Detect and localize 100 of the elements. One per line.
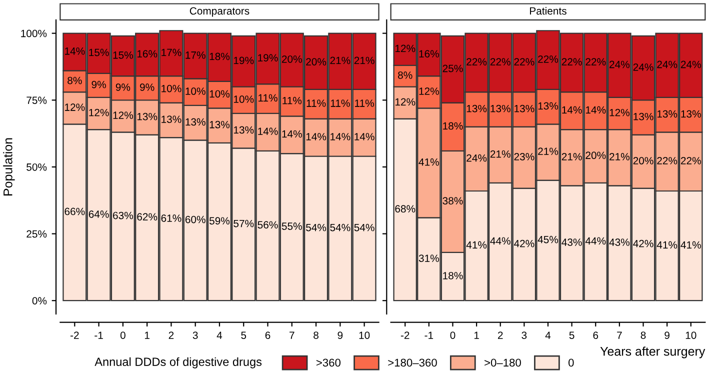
x-tick-label: 3 <box>192 332 198 339</box>
data-label: 13% <box>466 104 487 112</box>
data-label: 44% <box>490 237 510 245</box>
data-label: 14% <box>65 47 85 55</box>
data-label: 16% <box>137 50 158 58</box>
x-tick-label: 0 <box>450 332 456 339</box>
data-label: 13% <box>538 102 558 110</box>
data-label: 12% <box>65 104 85 111</box>
y-tick-label: 25% <box>26 230 47 238</box>
x-tick-label: 6 <box>265 332 270 339</box>
data-label: 10% <box>162 84 182 92</box>
data-label: 63% <box>113 212 133 220</box>
data-label: 44% <box>585 237 606 245</box>
data-label: 56% <box>258 221 278 229</box>
data-label: 55% <box>282 222 302 230</box>
x-tick-label: 5 <box>241 332 246 339</box>
data-label: 14% <box>306 133 326 140</box>
data-label: 41% <box>418 158 439 166</box>
x-tick-label: 7 <box>617 332 622 339</box>
x-tick-label: -2 <box>70 332 79 339</box>
x-tick-label: 4 <box>545 332 551 339</box>
x-tick-label: 8 <box>314 332 318 339</box>
data-label: 20% <box>306 58 326 66</box>
data-label: 59% <box>209 217 230 225</box>
x-tick-label: 8 <box>640 332 646 339</box>
data-label: 60% <box>185 216 206 224</box>
data-label: 68% <box>395 205 416 213</box>
data-label: 21% <box>562 153 582 160</box>
data-label: 54% <box>306 224 326 232</box>
data-label: 18% <box>443 272 463 280</box>
data-label: 20% <box>282 55 302 63</box>
x-tick-label: 10 <box>359 332 370 339</box>
data-label: 21% <box>610 153 630 160</box>
data-label: 43% <box>609 238 630 246</box>
data-label: 41% <box>656 241 678 249</box>
data-label: 24% <box>680 60 701 68</box>
data-label: 8% <box>68 76 82 84</box>
legend-label: 0 <box>568 358 574 367</box>
data-label: 17% <box>186 51 206 59</box>
data-label: 22% <box>466 58 487 66</box>
data-label: 24% <box>633 63 654 71</box>
data-label: 10% <box>210 90 230 98</box>
data-label: 41% <box>466 241 487 249</box>
data-label: 20% <box>633 157 654 164</box>
data-label: 22% <box>538 55 558 63</box>
y-tick-label: 0% <box>32 297 47 304</box>
data-label: 42% <box>514 240 534 248</box>
data-label: 12% <box>89 108 109 116</box>
data-label: 17% <box>162 48 182 56</box>
data-label: 9% <box>116 84 130 91</box>
data-label: 61% <box>161 214 182 222</box>
y-axis-title: Population <box>3 138 15 196</box>
data-label: 24% <box>610 60 630 68</box>
data-label: 12% <box>113 112 133 119</box>
data-label: 13% <box>137 112 158 120</box>
x-tick-label: -1 <box>94 332 103 339</box>
x-tick-label: 9 <box>664 332 670 339</box>
data-label: 14% <box>586 106 606 114</box>
legend-title: Annual DDDs of digestive drugs <box>94 357 262 368</box>
data-label: 21% <box>538 148 558 155</box>
data-label: 14% <box>330 133 350 140</box>
legend-label: >360 <box>316 358 341 367</box>
data-label: 54% <box>354 224 374 232</box>
data-label: 16% <box>419 50 439 58</box>
data-label: 10% <box>234 96 254 103</box>
data-label: 15% <box>113 51 133 59</box>
data-label: 12% <box>395 44 416 52</box>
x-tick-label: 6 <box>593 332 598 339</box>
data-label: 14% <box>258 128 278 135</box>
data-label: 11% <box>258 94 278 102</box>
data-label: 24% <box>657 60 678 68</box>
data-label: 10% <box>186 88 206 95</box>
data-label: 11% <box>330 100 350 107</box>
data-label: 12% <box>419 88 439 95</box>
data-label: 21% <box>490 150 510 158</box>
x-tick-label: 9 <box>338 332 343 339</box>
x-tick-label: 7 <box>290 332 294 339</box>
data-label: 19% <box>258 54 278 62</box>
y-tick-label: 50% <box>26 163 47 171</box>
x-tick-label: 1 <box>144 332 150 339</box>
data-label: 31% <box>418 254 439 262</box>
data-label: 18% <box>443 122 463 130</box>
data-label: 45% <box>538 236 558 244</box>
x-tick-label: 10 <box>686 332 696 339</box>
x-tick-label: -2 <box>400 332 410 339</box>
y-tick-label: 100% <box>21 30 47 38</box>
data-label: 12% <box>395 98 416 106</box>
data-label: 9% <box>140 84 154 91</box>
data-label: 13% <box>234 126 254 134</box>
data-label: 25% <box>442 64 463 72</box>
legend-label: >0–180 <box>484 358 521 367</box>
x-tick-label: 4 <box>216 332 222 339</box>
data-label: 62% <box>137 213 158 221</box>
chart-title: Comparators <box>190 7 250 17</box>
x-tick-label: 0 <box>120 332 126 339</box>
data-label: 22% <box>680 157 701 164</box>
legend-label: >180–360 <box>388 358 437 367</box>
data-label: 21% <box>330 56 350 64</box>
data-label: 13% <box>634 112 654 120</box>
data-label: 13% <box>186 118 206 126</box>
